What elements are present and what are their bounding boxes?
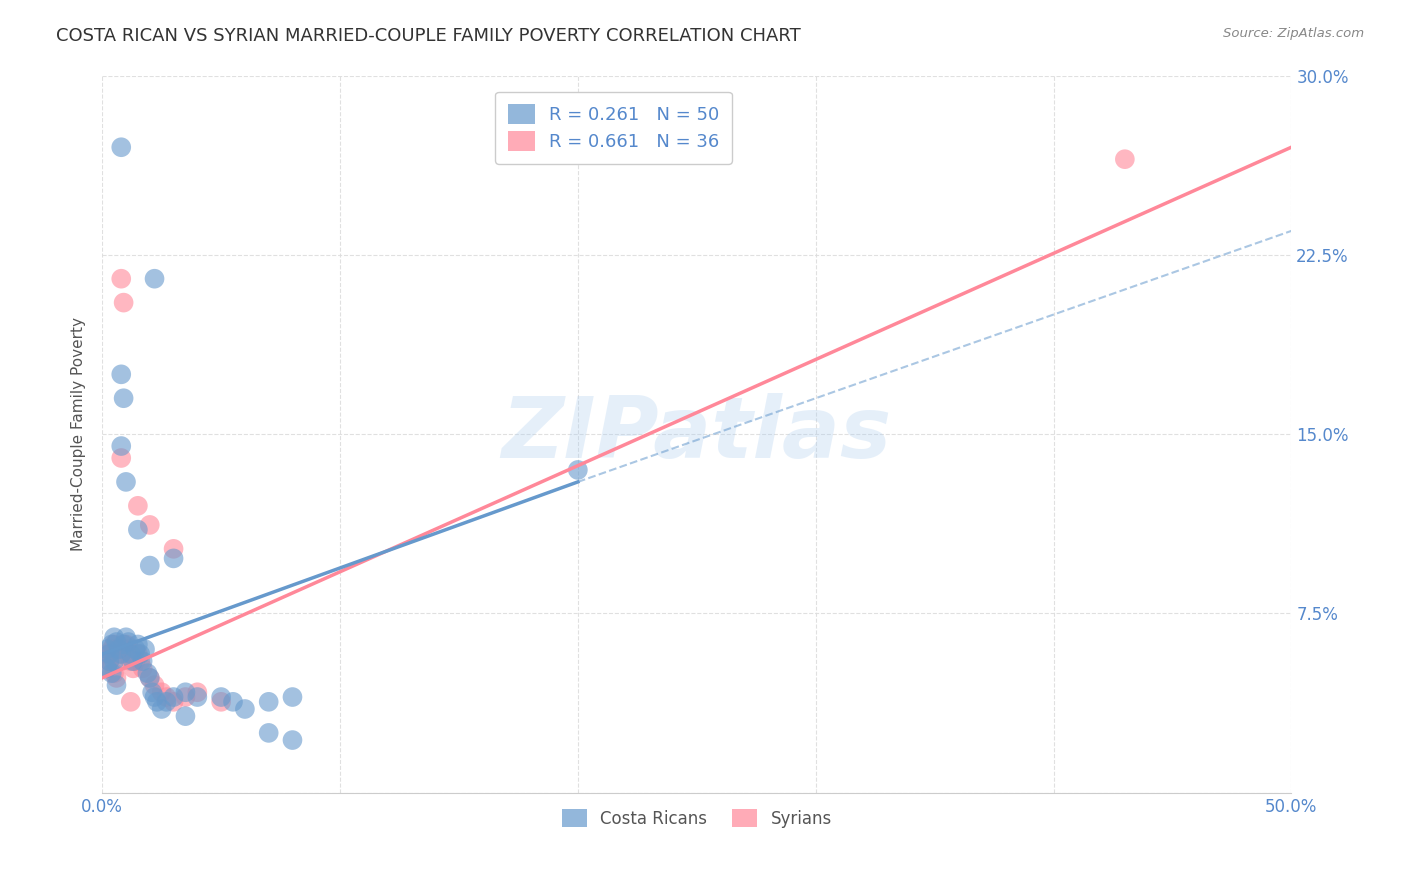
- Point: [222, 695, 245, 709]
- Point: [127, 523, 149, 537]
- Point: [115, 475, 138, 489]
- Point: [281, 690, 304, 704]
- Point: [174, 709, 197, 723]
- Point: [209, 695, 232, 709]
- Point: [143, 271, 166, 285]
- Point: [98, 647, 121, 661]
- Point: [96, 642, 118, 657]
- Point: [100, 642, 122, 657]
- Point: [96, 661, 118, 675]
- Point: [129, 647, 152, 661]
- Point: [120, 695, 142, 709]
- Text: ZIPatlas: ZIPatlas: [502, 392, 891, 475]
- Point: [112, 391, 135, 405]
- Point: [257, 695, 280, 709]
- Point: [105, 678, 128, 692]
- Point: [233, 702, 256, 716]
- Point: [122, 654, 145, 668]
- Legend: Costa Ricans, Syrians: Costa Ricans, Syrians: [555, 803, 838, 835]
- Point: [162, 690, 184, 704]
- Point: [162, 695, 184, 709]
- Point: [257, 726, 280, 740]
- Point: [105, 671, 128, 685]
- Point: [103, 630, 125, 644]
- Point: [1114, 152, 1136, 166]
- Point: [209, 690, 232, 704]
- Point: [122, 661, 145, 675]
- Point: [103, 666, 125, 681]
- Point: [100, 637, 122, 651]
- Point: [150, 702, 173, 716]
- Point: [100, 666, 122, 681]
- Point: [103, 637, 125, 651]
- Point: [108, 642, 131, 657]
- Point: [567, 463, 589, 477]
- Point: [127, 499, 149, 513]
- Y-axis label: Married-Couple Family Poverty: Married-Couple Family Poverty: [72, 317, 86, 551]
- Text: Source: ZipAtlas.com: Source: ZipAtlas.com: [1223, 27, 1364, 40]
- Point: [110, 654, 132, 668]
- Point: [124, 642, 146, 657]
- Point: [281, 733, 304, 747]
- Point: [108, 647, 131, 661]
- Point: [127, 647, 149, 661]
- Point: [98, 654, 121, 668]
- Point: [115, 637, 138, 651]
- Point: [117, 635, 139, 649]
- Point: [96, 647, 118, 661]
- Point: [131, 654, 153, 668]
- Point: [186, 685, 208, 699]
- Point: [117, 642, 139, 657]
- Point: [124, 654, 146, 668]
- Point: [112, 637, 135, 651]
- Point: [141, 685, 163, 699]
- Point: [186, 690, 208, 704]
- Point: [110, 140, 132, 154]
- Point: [127, 637, 149, 651]
- Point: [129, 654, 152, 668]
- Point: [162, 551, 184, 566]
- Point: [98, 647, 121, 661]
- Point: [174, 690, 197, 704]
- Point: [120, 647, 142, 661]
- Point: [155, 690, 177, 704]
- Point: [115, 630, 138, 644]
- Point: [136, 666, 159, 681]
- Point: [110, 368, 132, 382]
- Point: [110, 450, 132, 465]
- Point: [146, 695, 169, 709]
- Point: [155, 695, 177, 709]
- Point: [139, 671, 162, 685]
- Point: [143, 690, 166, 704]
- Point: [112, 295, 135, 310]
- Point: [103, 654, 125, 668]
- Point: [105, 642, 128, 657]
- Point: [120, 654, 142, 668]
- Point: [139, 517, 162, 532]
- Point: [98, 654, 121, 668]
- Point: [131, 661, 153, 675]
- Point: [162, 541, 184, 556]
- Text: COSTA RICAN VS SYRIAN MARRIED-COUPLE FAMILY POVERTY CORRELATION CHART: COSTA RICAN VS SYRIAN MARRIED-COUPLE FAM…: [56, 27, 801, 45]
- Point: [139, 558, 162, 573]
- Point: [105, 635, 128, 649]
- Point: [110, 439, 132, 453]
- Point: [96, 661, 118, 675]
- Point: [174, 685, 197, 699]
- Point: [143, 678, 166, 692]
- Point: [139, 671, 162, 685]
- Point: [150, 685, 173, 699]
- Point: [134, 642, 156, 657]
- Point: [110, 647, 132, 661]
- Point: [110, 271, 132, 285]
- Point: [112, 642, 135, 657]
